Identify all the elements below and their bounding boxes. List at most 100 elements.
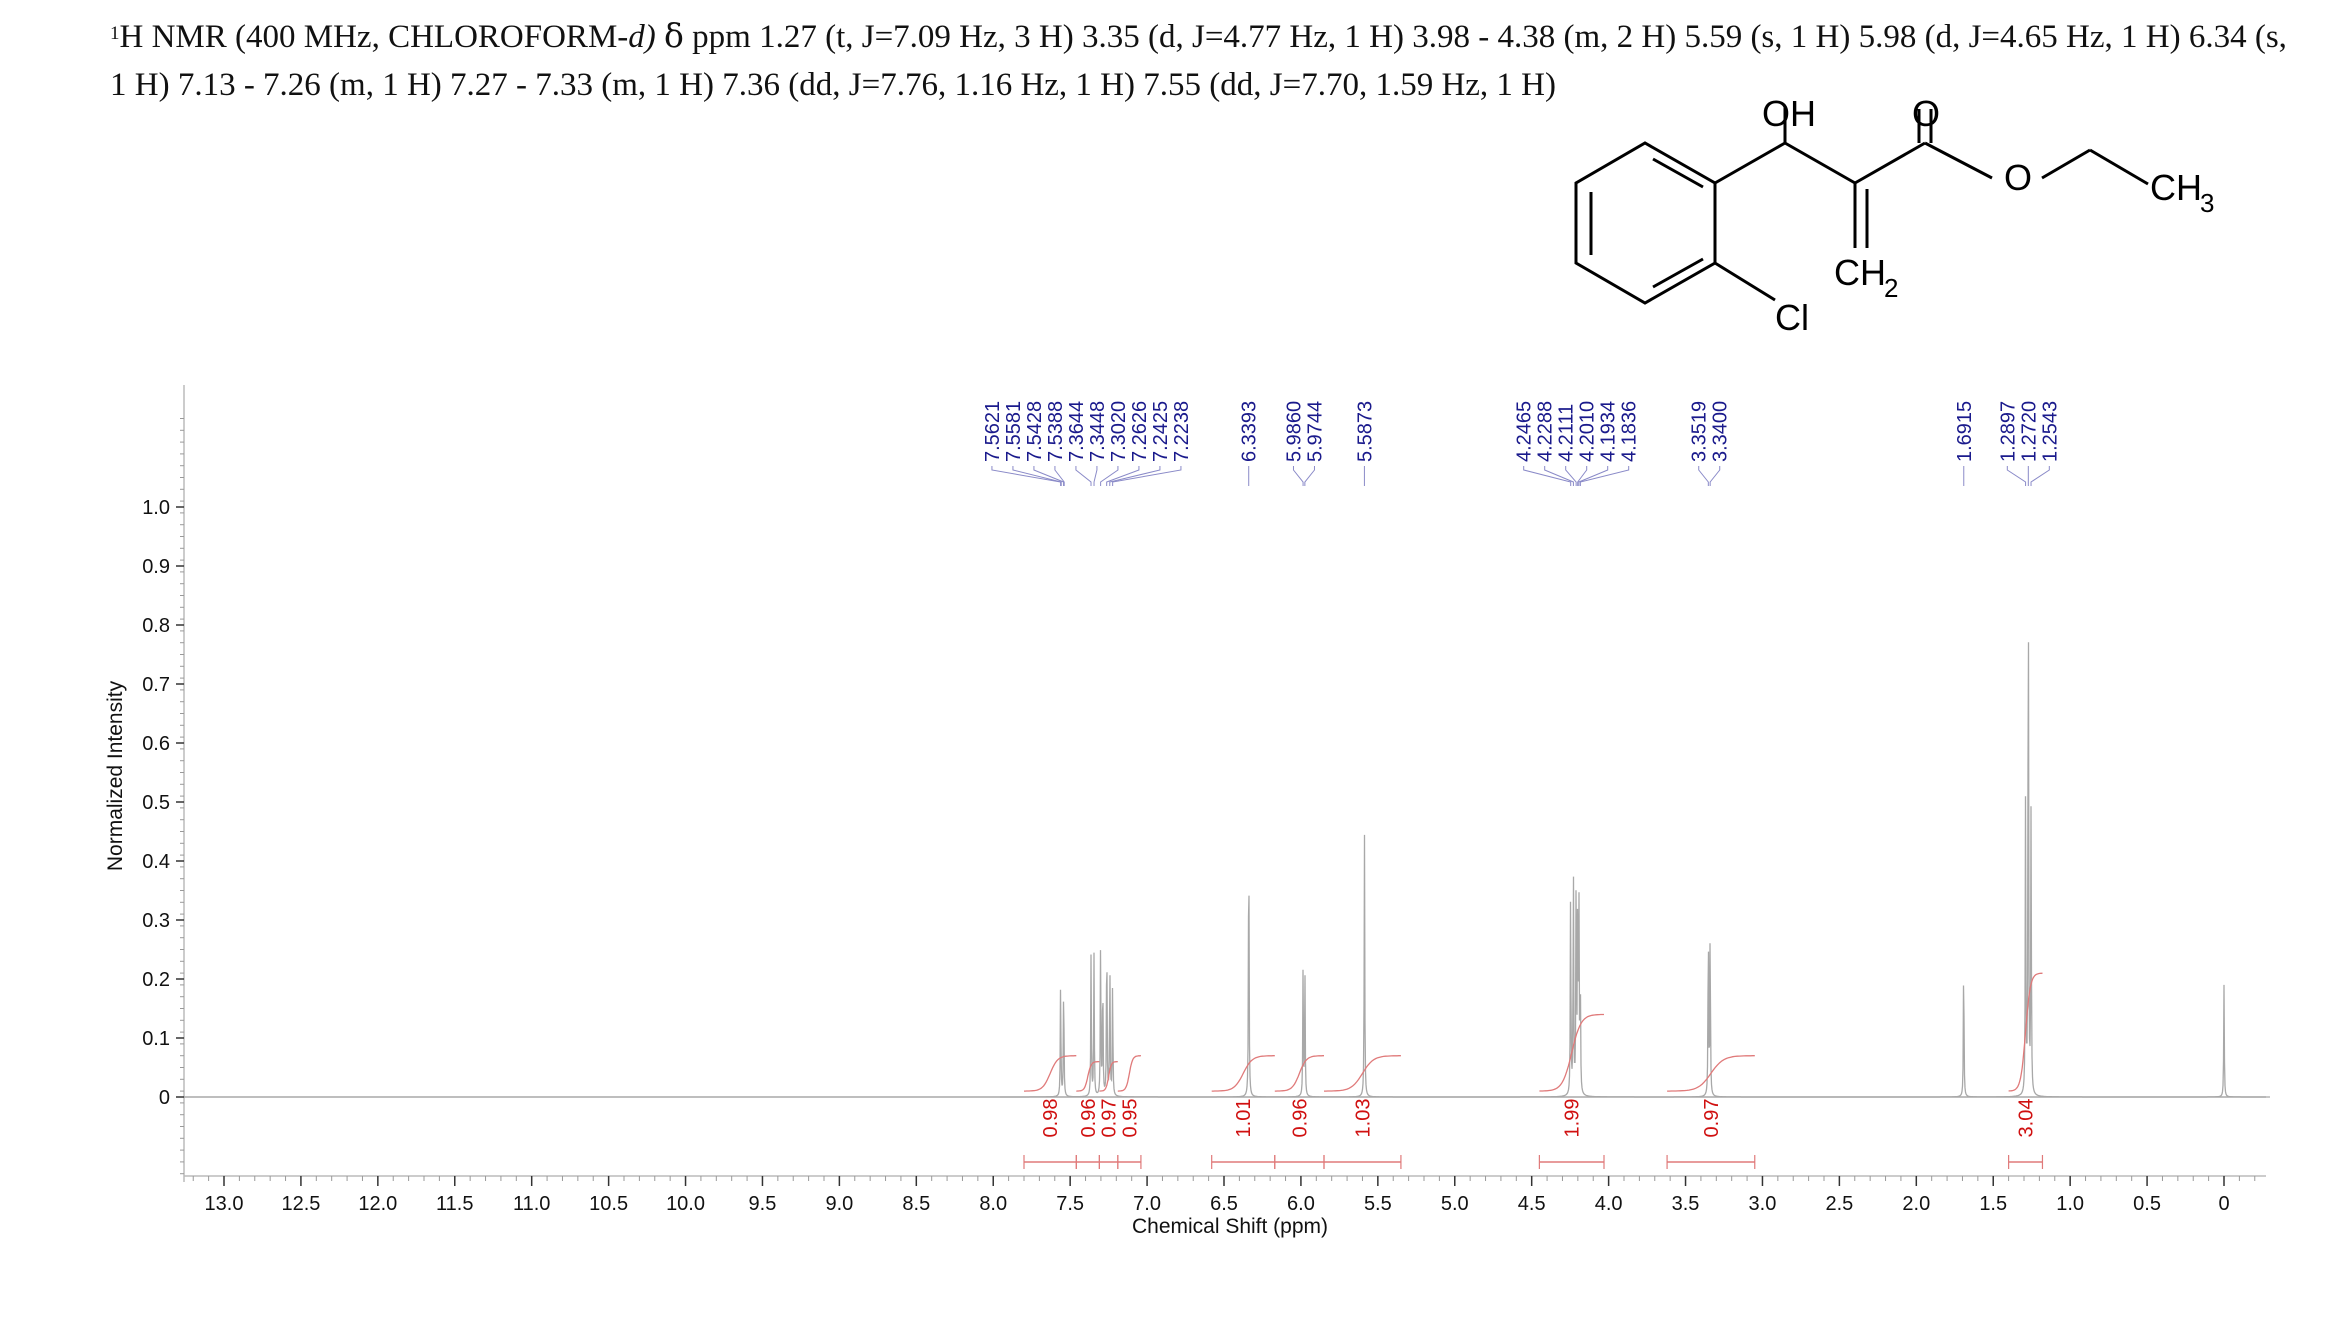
integral-region: 1.03 xyxy=(1323,1055,1402,1169)
nucleus-superscript: 1 xyxy=(110,23,120,44)
peak-label-text: 7.5621 xyxy=(982,401,1004,462)
peak-leader-line xyxy=(1100,466,1119,486)
y-tick-label: 0.1 xyxy=(142,1028,170,1050)
bond-ch-c xyxy=(1784,141,1856,185)
peak-label-text: 7.2238 xyxy=(1171,401,1193,462)
peak-leader-line xyxy=(1093,466,1098,486)
integral-region: 0.96 xyxy=(1075,1060,1100,1169)
x-tick-label: 6.0 xyxy=(1287,1193,1315,1215)
y-tick-label: 0.7 xyxy=(142,674,170,696)
x-tick-label: 3.5 xyxy=(1672,1193,1700,1215)
x-tick-label: 2.0 xyxy=(1902,1193,1930,1215)
x-tick-label: 8.0 xyxy=(979,1193,1007,1215)
x-tick-label: 0.5 xyxy=(2133,1193,2161,1215)
y-tick-label: 0.5 xyxy=(142,792,170,814)
peak-label: 7.2626 xyxy=(1106,401,1151,486)
peak-label-text: 7.5581 xyxy=(1003,401,1025,462)
x-tick-label: 8.5 xyxy=(902,1193,930,1215)
peak-label: 4.1836 xyxy=(1579,401,1641,486)
x-tick-label: 6.5 xyxy=(1210,1193,1238,1215)
peak-leader-line xyxy=(991,466,1062,486)
integral-region: 3.04 xyxy=(2008,972,2044,1169)
integral-group: 0.98 0.960.970.95 1.01 0.96 1.03 1.99 0.97 3.04 xyxy=(1023,972,2044,1169)
integral-curve xyxy=(1539,1013,1604,1092)
peak-leader-line xyxy=(1054,466,1065,486)
label-ester-o: O xyxy=(2004,157,2032,198)
peak-leader-line xyxy=(1579,466,1630,486)
peak-leader-line xyxy=(1578,466,1609,486)
peak-leader-line xyxy=(1544,466,1574,486)
bond-ring-ch xyxy=(1714,141,1786,185)
x-ticks: 13.0 12.5 12.0 11.5 11.0 10.5 10.0 9.5 9.0 8.5 8.0… xyxy=(205,1176,2230,1215)
peak-label-text: 7.3020 xyxy=(1108,401,1130,462)
delta-symbol: δ xyxy=(664,16,684,55)
x-tick-label: 0 xyxy=(2218,1193,2229,1215)
peak-label: 4.2111 xyxy=(1556,404,1578,486)
peak-leader-line xyxy=(1577,466,1588,486)
x-tick-label: 11.5 xyxy=(436,1193,473,1215)
x-tick-label: 10.0 xyxy=(666,1193,705,1215)
integral-region: 0.97 xyxy=(1099,1060,1121,1169)
peak-label-text: 7.5388 xyxy=(1045,401,1067,462)
peak-leader-line xyxy=(2006,466,2027,486)
axes: 0 0.1 0.2 0.3 0.4 0.5 0.6 0.7 0.8 0.9 1.0 13.0 12.5… xyxy=(104,385,2266,1238)
x-tick-label: 9.0 xyxy=(825,1193,853,1215)
integral-curve xyxy=(1117,1055,1141,1092)
integral-label: 0.98 xyxy=(1040,1099,1062,1138)
integral-curve xyxy=(1024,1055,1077,1092)
x-tick-label: 12.5 xyxy=(281,1193,320,1215)
peak-label: 1.2897 xyxy=(1997,401,2027,486)
peak-label-text: 5.9744 xyxy=(1304,401,1326,462)
peak-label: 4.2465 xyxy=(1514,401,1572,486)
ring-inner-bond-2 xyxy=(1652,157,1704,189)
x-tick-label: 7.5 xyxy=(1056,1193,1084,1215)
peak-label: 7.3448 xyxy=(1087,401,1109,486)
peak-label-text: 7.2626 xyxy=(1129,401,1151,462)
label-ch2-subscript: 2 xyxy=(1884,273,1898,303)
peak-label: 7.3644 xyxy=(1066,401,1092,486)
x-axis-title: Chemical Shift (ppm) xyxy=(1132,1215,1328,1238)
molecule-labels: OH O O CH 3 CH 2 Cl xyxy=(1762,93,2214,338)
peak-leader-line xyxy=(1112,466,1182,486)
y-axis-title: Normalized Intensity xyxy=(104,680,127,871)
integral-region: 0.96 xyxy=(1274,1055,1325,1169)
peak-label-text: 4.2465 xyxy=(1514,401,1536,462)
peak-label: 3.3519 xyxy=(1689,401,1711,486)
integral-curve xyxy=(2008,972,2043,1092)
peak-label-text: 3.3519 xyxy=(1689,401,1711,462)
integral-region: 0.97 xyxy=(1666,1055,1756,1169)
peak-label: 7.5621 xyxy=(982,401,1062,486)
molecule-structure xyxy=(1574,107,2149,305)
peak-label-text: 4.1836 xyxy=(1619,401,1641,462)
integral-region: 0.98 xyxy=(1023,1055,1077,1169)
x-tick-label: 11.0 xyxy=(513,1193,550,1215)
spectrum-trace-group xyxy=(184,642,2270,1098)
integral-label: 0.96 xyxy=(1078,1099,1100,1138)
integral-curve xyxy=(1274,1055,1324,1092)
peak-label: 7.3020 xyxy=(1100,401,1130,486)
integral-region: 0.95 xyxy=(1117,1055,1142,1169)
peak-label: 7.2238 xyxy=(1112,401,1193,486)
x-tick-label: 4.0 xyxy=(1595,1193,1623,1215)
peak-label-text: 7.2425 xyxy=(1150,401,1172,462)
x-tick-label: 1.5 xyxy=(1979,1193,2007,1215)
peak-leader-line xyxy=(1565,466,1577,486)
label-ch3: CH xyxy=(2150,167,2202,208)
x-tick-label: 1.0 xyxy=(2056,1193,2084,1215)
y-tick-label: 0.9 xyxy=(142,556,170,578)
x-tick-label: 4.5 xyxy=(1518,1193,1546,1215)
peak-label: 7.2425 xyxy=(1109,401,1172,486)
peak-label-text: 5.5873 xyxy=(1354,401,1376,462)
peak-label-text: 6.3393 xyxy=(1239,401,1261,462)
peak-leader-line xyxy=(2030,466,2050,486)
peak-label: 4.2288 xyxy=(1535,401,1574,486)
x-tick-label: 13.0 xyxy=(205,1193,244,1215)
peak-leader-line xyxy=(1033,466,1065,486)
integral-label: 3.04 xyxy=(2016,1099,2038,1138)
label-cl: Cl xyxy=(1775,297,1809,338)
peak-label: 4.1934 xyxy=(1578,401,1620,486)
y-tick-label: 0.6 xyxy=(142,733,170,755)
benzene-ring xyxy=(1574,141,1717,305)
